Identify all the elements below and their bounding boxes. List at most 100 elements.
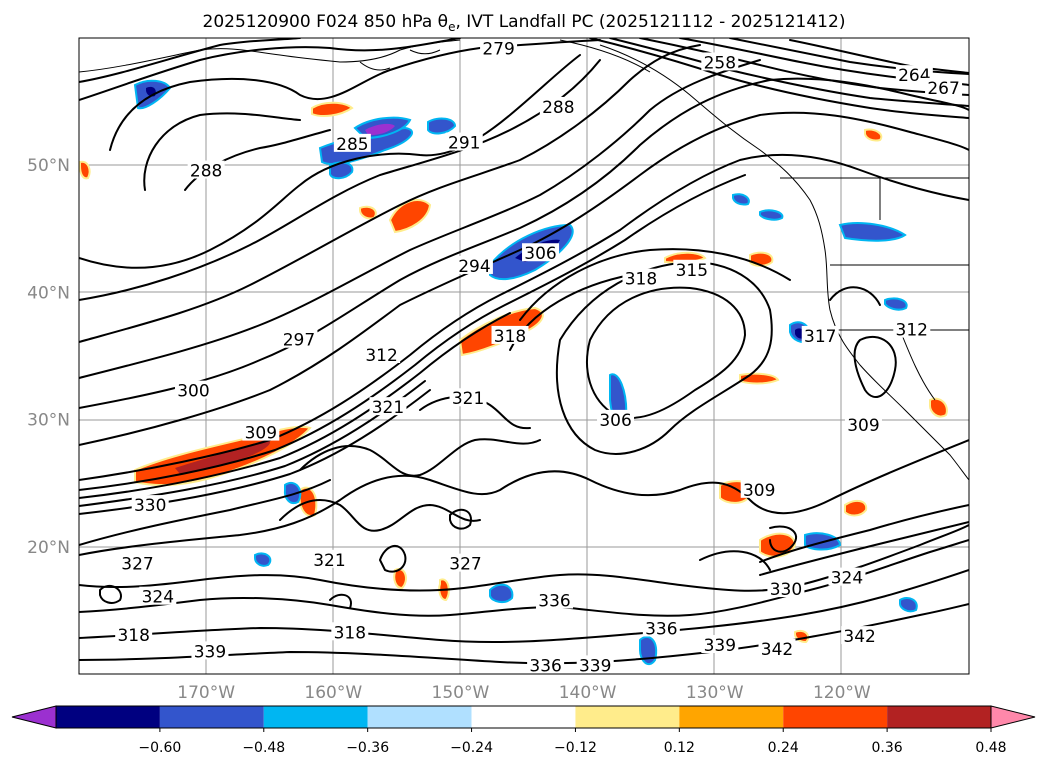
contour-label: 321 [372,398,404,418]
contour-label-bg [187,160,225,179]
contour-label: 342 [843,627,875,647]
contour-label: 309 [847,416,879,436]
contour-label: 318 [494,327,526,347]
contour-label-bg [576,655,614,674]
lat-tick-label: 30°N [27,411,70,431]
contour-label: 264 [898,66,930,86]
lon-tick-label: 120°W [813,683,871,703]
colorbar-tick-label: −0.60 [138,740,181,756]
contour-label: 336 [529,656,561,676]
contour-label-bg [539,96,577,115]
contour-label: 330 [134,496,166,516]
contour-label: 294 [458,257,490,277]
colorbar: −0.60 −0.48 −0.36 −0.24 −0.12 0.12 0.24 0.36 0.4… [11,705,1036,756]
contour-label: 309 [245,424,277,444]
colorbar-extend-min [11,705,57,729]
contour-label-bg [828,567,866,586]
contour-label-bg [844,414,882,433]
contour-label: 339 [579,656,611,676]
colorbar-tick-label: 0.24 [768,740,799,756]
contour-label: 300 [177,382,209,402]
title-subscript: e [448,20,455,34]
colorbar-swatch [367,706,472,728]
contour-label: 267 [927,79,959,99]
contour-label: 324 [831,569,863,589]
contour-label-bg [740,479,778,498]
lat-tick-label: 40°N [27,283,70,303]
lon-tick-label: 140°W [559,683,617,703]
longitude-tick-labels: 170°W 160°W 150°W 140°W 130°W 120°W [177,683,871,703]
contour-label-bg [642,618,680,637]
contour-label-bg [893,319,931,338]
contour-label-bg [925,77,963,96]
contour-label: 285 [336,135,368,155]
contour-label: 288 [190,162,222,182]
contour-label-bg [455,255,493,274]
contour-label: 321 [313,551,345,571]
contour-label: 288 [542,98,574,118]
colorbar-tick-label: 0.36 [872,740,903,756]
contour-label-bg [310,549,348,568]
colorbar-tick-label: 0.48 [975,740,1006,756]
contour-label-bg [480,38,518,57]
lat-tick-label: 20°N [27,538,70,558]
colorbar-swatch [56,706,160,728]
contour-label: 306 [599,411,631,431]
contour-label-bg [801,325,839,344]
contour-label: 336 [538,591,570,611]
contour-label-bg [522,243,560,262]
title-main: 2025120900 F024 850 hPa θ [203,12,449,32]
lon-tick-label: 160°W [304,683,362,703]
contour-label-bg [895,65,933,84]
latitude-tick-labels: 20°N 30°N 40°N 50°N [27,156,70,558]
contour-label-bg [139,586,177,605]
contour-label: 327 [121,555,153,575]
lat-tick-label: 50°N [27,156,70,176]
contour-label: 279 [482,39,514,59]
lon-tick-label: 170°W [177,683,235,703]
contour-label: 330 [770,580,802,600]
colorbar-tick-label: 0.12 [664,740,695,756]
contour-label-bg [536,590,574,609]
contour-label-bg [174,380,212,399]
contour-label-bg [331,622,369,641]
colorbar-tick-label: −0.12 [554,740,597,756]
contour-label: 306 [524,244,556,264]
contour-label-bg [701,52,739,71]
contour-label: 342 [761,640,793,660]
contour-label: 312 [365,346,397,366]
contour-label-bg [491,325,529,344]
colorbar-swatch [679,706,784,728]
contour-label-bg [673,259,711,278]
contour-label-bg [363,345,401,363]
contour-label: 297 [283,331,315,351]
colorbar-tick-label: −0.48 [242,740,285,756]
figure-title: 2025120900 F024 850 hPa θe, IVT Landfall… [203,12,846,34]
lon-tick-label: 150°W [432,683,490,703]
contour-label-bg [118,553,156,572]
contour-label-bg [449,388,487,407]
contour-label-bg [527,655,565,674]
contour-label: 291 [448,134,480,154]
contour-label: 309 [743,481,775,501]
contour-label-bg [447,553,485,572]
map-frame [78,37,970,675]
lon-tick-label: 130°W [686,683,744,703]
contour-label: 312 [896,321,928,341]
contour-label-bg [622,268,660,287]
contour-label: 315 [676,261,708,281]
colorbar-extend-max [990,705,1036,729]
contour-label-bg [115,624,153,643]
theta-e-contours [79,38,969,665]
contour-label: 321 [452,389,484,409]
contour-label: 318 [625,270,657,290]
title-rest: , IVT Landfall PC (2025121112 - 20251214… [455,12,845,32]
contour-label-bg [369,397,407,416]
contour-label: 339 [194,642,226,662]
colorbar-tick-label: −0.24 [450,740,493,756]
colorbar-tick-label: −0.36 [346,740,389,756]
contour-label: 327 [449,555,481,575]
